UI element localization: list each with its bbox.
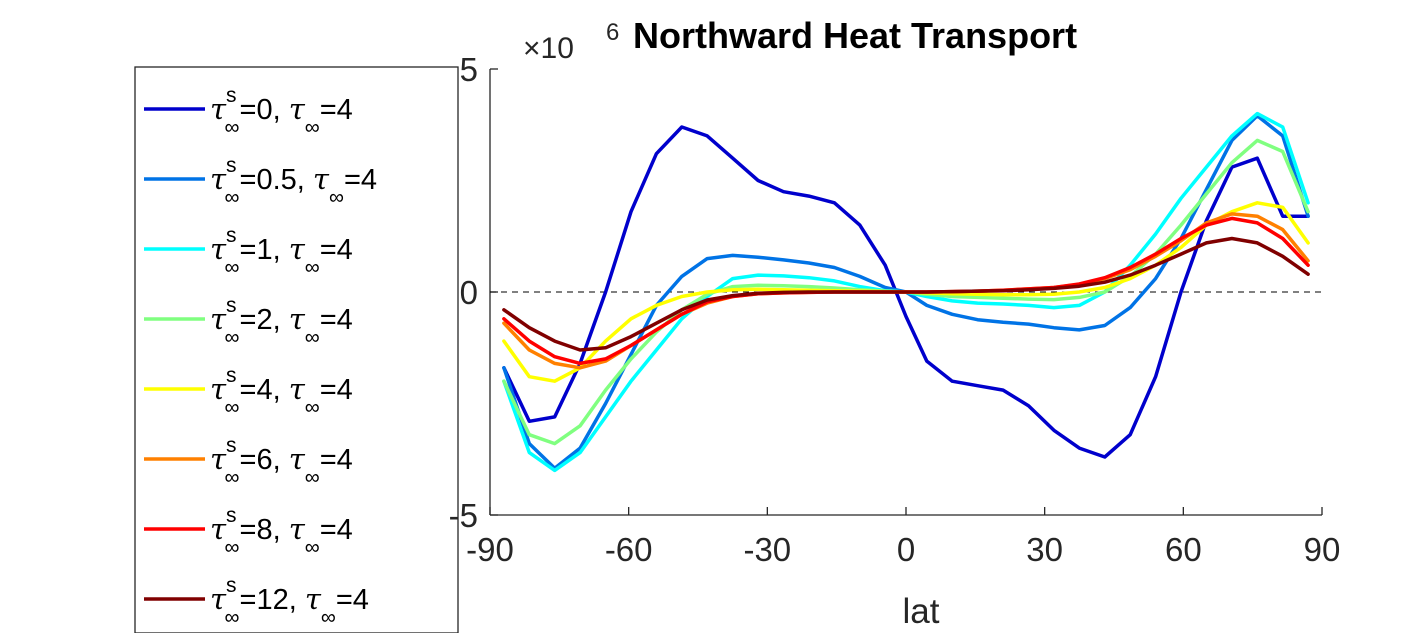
y-tick-label: 0 <box>460 274 478 311</box>
legend-entry-6: τs ∞=6, τ∞=4 <box>210 434 353 489</box>
legend-entry-8: τs ∞=12, τ∞=4 <box>210 574 369 629</box>
y-exponent-power: 6 <box>606 19 619 46</box>
legend-entry-4: τs ∞=2, τ∞=4 <box>210 294 353 349</box>
y-exponent-label: ×10 <box>523 32 574 65</box>
x-tick-label: 30 <box>1026 531 1063 568</box>
y-tick-label: -5 <box>449 497 478 534</box>
legend: τs ∞=0, τ∞=4 τs ∞=0.5, τ∞=4 τs ∞=1, τ∞=4 τs ∞=2… <box>134 66 459 633</box>
x-tick-label: -90 <box>466 531 514 568</box>
legend-box <box>134 66 459 633</box>
plot-axes: -90 -60 -30 0 30 60 90 -5 0 5 <box>449 51 1341 568</box>
x-tick-label: -30 <box>743 531 791 568</box>
x-tick-label: 90 <box>1304 531 1341 568</box>
series-line-8 <box>502 236 1310 352</box>
legend-entry-2: τs ∞=0.5, τ∞=4 <box>210 154 377 209</box>
x-tick-label: 60 <box>1165 531 1202 568</box>
plot-lines <box>502 111 1310 473</box>
legend-entry-7: τs ∞=8, τ∞=4 <box>210 504 353 559</box>
y-tick-label: 5 <box>460 51 478 88</box>
chart-title: Northward Heat Transport <box>633 15 1077 56</box>
x-axis-label: lat <box>903 592 940 631</box>
legend-entry-5: τs ∞=4, τ∞=4 <box>210 364 353 419</box>
legend-entry-1: τs ∞=0, τ∞=4 <box>210 84 353 139</box>
legend-entry-3: τs ∞=1, τ∞=4 <box>210 224 353 279</box>
x-tick-label: 0 <box>897 531 915 568</box>
x-tick-label: -60 <box>605 531 653 568</box>
series-line-1 <box>502 125 1310 459</box>
